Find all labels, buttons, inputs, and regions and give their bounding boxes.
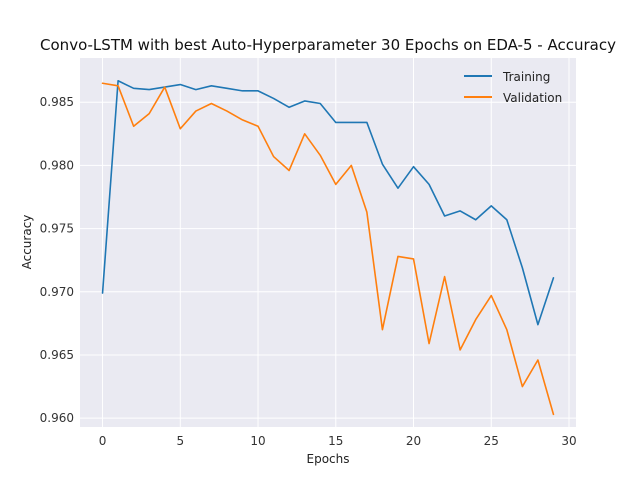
y-axis-label: Accuracy [20,215,34,270]
series-line-validation [101,82,555,416]
y-tick-label: 0.980 [40,158,74,172]
grid [80,58,576,427]
plot-area [80,58,576,427]
x-tick-label: 20 [406,434,421,448]
x-axis-label: Epochs [307,452,350,466]
series-layer [101,79,555,416]
y-tick-label: 0.970 [40,285,74,299]
x-tick-label: 0 [99,434,107,448]
y-tick-label: 0.965 [40,348,74,362]
x-tick-label: 25 [484,434,499,448]
y-ticks: 0.960 0.965 0.970 0.975 0.980 0.985 [40,95,74,425]
legend: Training Validation [464,70,562,105]
chart-title: Convo-LSTM with best Auto-Hyperparameter… [40,36,616,54]
x-tick-label: 10 [250,434,265,448]
x-tick-label: 15 [328,434,343,448]
legend-label-validation: Validation [503,91,562,105]
y-tick-label: 0.960 [40,411,74,425]
x-ticks: 0 5 10 15 20 25 30 [99,434,577,448]
x-tick-label: 5 [176,434,184,448]
legend-label-training: Training [502,70,550,84]
series-line-training [101,79,555,326]
x-tick-label: 30 [561,434,576,448]
y-tick-label: 0.975 [40,222,74,236]
y-tick-label: 0.985 [40,95,74,109]
